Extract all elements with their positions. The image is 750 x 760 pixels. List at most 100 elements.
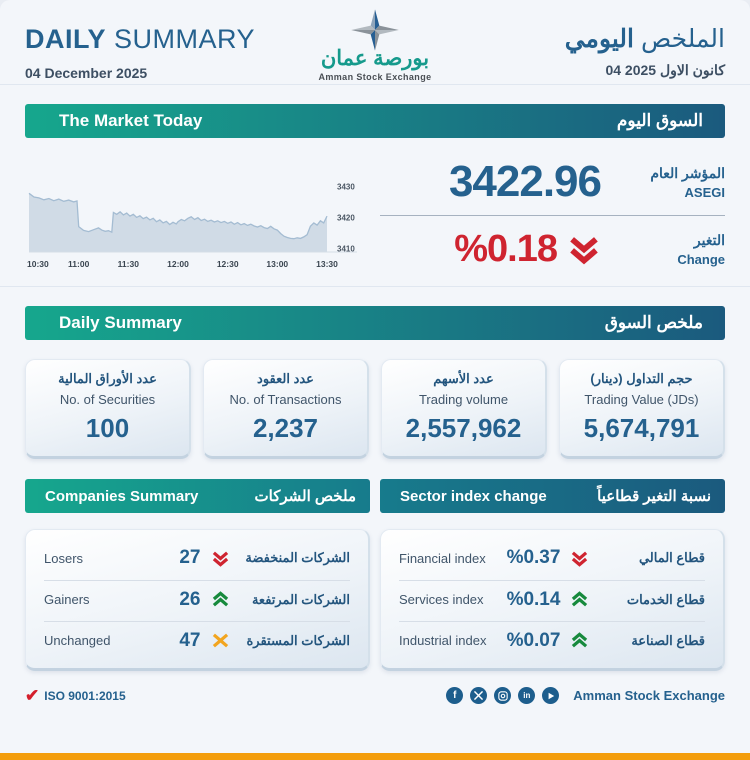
- row-value: %0.07: [506, 629, 561, 651]
- title-ar-bold: اليومي: [564, 25, 634, 53]
- index-label-en: ASEGI: [684, 184, 725, 200]
- index-value: 3422.96: [448, 157, 602, 206]
- index-summary: 3422.96 المؤشر العام ASEGI %0.18 التغير …: [380, 138, 725, 286]
- svg-text:3410: 3410: [337, 244, 355, 253]
- sector-index-panel: Financial index %0.37 قطاع المالي Servic…: [380, 529, 725, 671]
- financial-down-icon: [570, 550, 589, 567]
- companies-title-ar: ملخص الشركات: [254, 488, 356, 505]
- linkedin-icon[interactable]: in: [518, 687, 536, 704]
- stat-value: 2,557,962: [405, 413, 522, 443]
- header-right: الملخص اليومي 04 كانون الاول 2025: [565, 24, 725, 79]
- row-label-ar: الشركات المرتفعة: [251, 591, 350, 607]
- svg-text:11:30: 11:30: [118, 259, 140, 269]
- row-label-en: Industrial index: [399, 633, 487, 648]
- bottom-accent-bar: [0, 753, 750, 760]
- logo-name-english: Amman Stock Exchange: [318, 72, 432, 82]
- row-label-ar: قطاع المالي: [638, 550, 705, 565]
- svg-text:3430: 3430: [337, 183, 355, 192]
- title-en-rest: SUMMARY: [106, 24, 256, 54]
- svg-text:3420: 3420: [337, 214, 355, 223]
- change-label-ar: التغير: [693, 231, 725, 248]
- instagram-icon[interactable]: [494, 687, 512, 704]
- ase-star-icon: [351, 9, 399, 51]
- row-value: 27: [179, 547, 201, 568]
- stat-label-en: Trading volume: [418, 392, 509, 407]
- stat-value: 5,674,791: [583, 413, 700, 443]
- gainers-up-icon: [211, 591, 230, 608]
- row-label-en: Gainers: [44, 592, 90, 607]
- footer-social: f in Amman Stock Exchange: [446, 687, 725, 704]
- row-label-en: Services index: [399, 592, 484, 607]
- logo-name-arabic: بورصة عمان: [320, 47, 430, 70]
- row-label-en: Losers: [44, 550, 84, 566]
- table-row-services: Services index %0.14 قطاع الخدمات: [399, 580, 705, 618]
- svg-text:12:00: 12:00: [167, 259, 189, 269]
- industrial-up-icon: [570, 632, 589, 649]
- daily-summary-title-en: Daily Summary: [59, 313, 182, 332]
- index-labels: المؤشر العام ASEGI: [621, 165, 725, 200]
- stat-label-ar: حجم التداول (دينار): [590, 371, 693, 386]
- svg-text:13:30: 13:30: [316, 259, 338, 269]
- change-labels: التغير Change: [621, 232, 725, 267]
- x-twitter-icon[interactable]: [470, 687, 488, 704]
- stat-label-ar: عدد الأوراق المالية: [58, 371, 157, 386]
- change-value-row: %0.18 التغير Change: [380, 221, 725, 277]
- brand-name: Amman Stock Exchange: [573, 688, 725, 703]
- index-divider: [380, 215, 725, 216]
- row-label-ar: قطاع الخدمات: [626, 591, 705, 607]
- stat-label-ar: عدد العقود: [257, 371, 314, 386]
- table-row-industrial: Industrial index %0.07 قطاع الصناعة: [399, 621, 705, 659]
- market-today-title-en: The Market Today: [59, 111, 203, 130]
- stat-card-trading-value: حجم التداول (دينار) Trading Value (JDs) …: [559, 359, 725, 459]
- row-label-en: Unchanged: [44, 633, 111, 648]
- stat-value: 100: [85, 413, 130, 443]
- row-value: 26: [179, 588, 201, 610]
- title-ar-normal: الملخص: [640, 25, 725, 53]
- row-label-ar: قطاع الصناعة: [631, 632, 705, 648]
- table-row-unchanged: Unchanged 47 الشركات المستقرة: [44, 621, 350, 659]
- area-chart: 3430 3420 3410 10:30 11:00 11:30 12:00 12:30 13:…: [27, 183, 357, 269]
- checkmark-icon: ✔: [25, 686, 40, 705]
- header-left: DAILY SUMMARY 04 December 2025: [25, 24, 255, 81]
- unchanged-icon: [211, 632, 230, 649]
- change-value: %0.18: [454, 228, 558, 270]
- ase-logo: بورصة عمان Amman Stock Exchange: [305, 8, 445, 82]
- table-row-gainers: Gainers 26 الشركات المرتفعة: [44, 580, 350, 618]
- change-label-en: Change: [677, 251, 725, 267]
- header-divider: [0, 84, 750, 85]
- sector-title-ar: نسبة التغير قطاعياً: [597, 488, 711, 505]
- youtube-icon[interactable]: [542, 687, 560, 704]
- row-value: %0.14: [506, 588, 561, 610]
- companies-title-en: Companies Summary: [45, 487, 199, 505]
- row-value: 47: [179, 629, 201, 651]
- report-date-ar: 04 كانون الاول 2025: [605, 62, 725, 78]
- report-header: DAILY SUMMARY 04 December 2025 بورصة عما…: [0, 0, 750, 84]
- index-label-ar: المؤشر العام: [650, 164, 725, 181]
- row-label-ar: الشركات المستقرة: [246, 632, 350, 648]
- lower-section: Companies Summary ملخص الشركات Losers 27…: [25, 479, 725, 671]
- market-today-banner: The Market Today السوق اليوم: [25, 104, 725, 138]
- title-en-bold: DAILY: [25, 24, 107, 54]
- daily-summary-banner: Daily Summary ملخص السوق: [25, 306, 725, 340]
- sector-title-en: Sector index change: [400, 487, 547, 505]
- section-divider: [0, 286, 750, 287]
- sector-index-column: Sector index change نسبة التغير قطاعياً …: [380, 479, 725, 671]
- svg-text:11:00: 11:00: [68, 259, 90, 269]
- svg-text:12:30: 12:30: [217, 259, 239, 269]
- iso-certification: ✔ ISO 9001:2015: [25, 687, 126, 704]
- row-value: %0.37: [506, 547, 561, 568]
- table-row-losers: Losers 27 الشركات المنخفضة: [44, 539, 350, 577]
- index-intraday-chart: 3430 3420 3410 10:30 11:00 11:30 12:00 12:30 13:…: [25, 138, 375, 286]
- market-today-title-ar: السوق اليوم: [616, 111, 703, 130]
- page-title-ar: الملخص اليومي: [565, 24, 725, 54]
- services-up-icon: [570, 591, 589, 608]
- facebook-icon[interactable]: f: [446, 687, 464, 704]
- companies-summary-column: Companies Summary ملخص الشركات Losers 27…: [25, 479, 370, 671]
- index-value-row: 3422.96 المؤشر العام ASEGI: [380, 154, 725, 210]
- stat-label-en: No. of Securities: [59, 392, 156, 407]
- stat-card-trading-volume: عدد الأسهم Trading volume 2,557,962: [381, 359, 547, 459]
- daily-summary-cards: عدد الأوراق المالية No. of Securities 10…: [25, 359, 725, 459]
- daily-summary-title-ar: ملخص السوق: [604, 313, 703, 332]
- stat-card-securities: عدد الأوراق المالية No. of Securities 10…: [25, 359, 191, 459]
